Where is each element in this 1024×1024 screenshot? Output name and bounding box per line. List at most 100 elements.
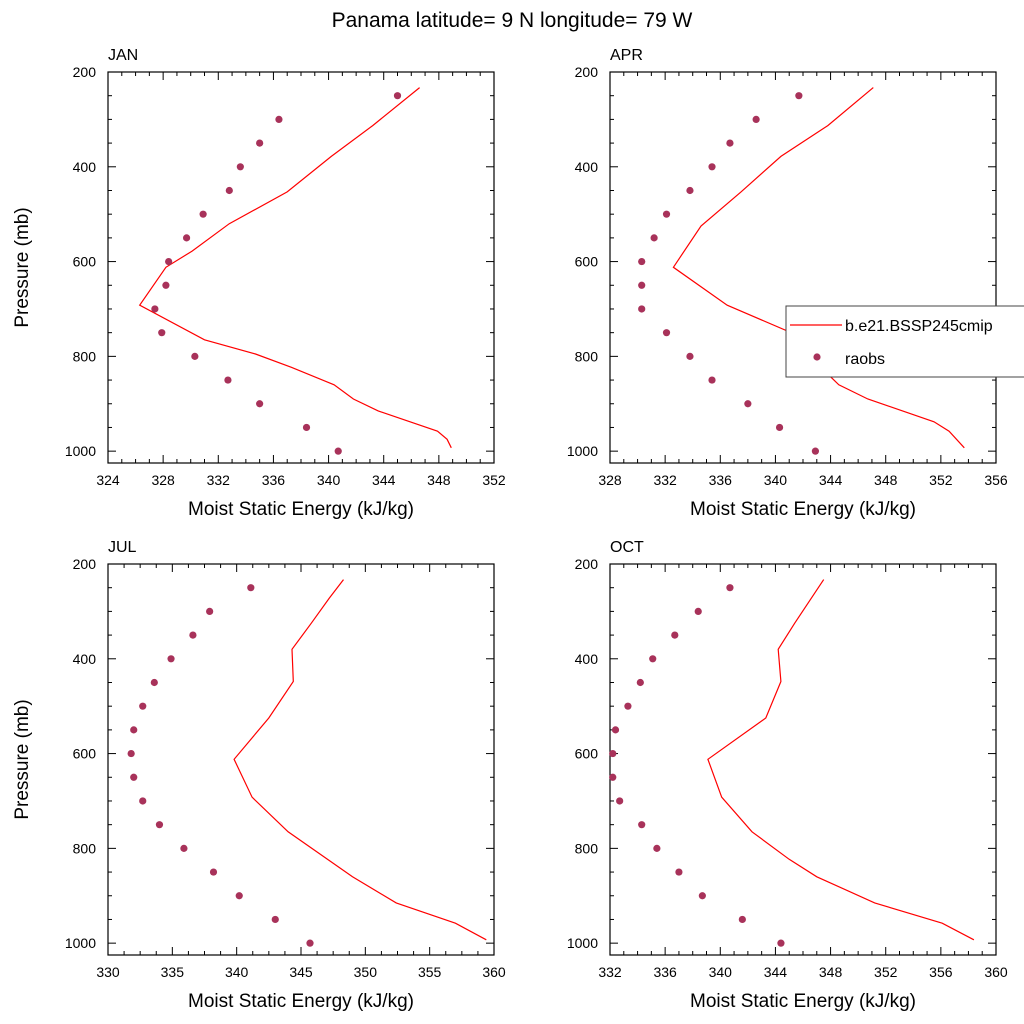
raobs-point [811,447,820,455]
x-tick-label: 348 [427,472,451,488]
panels-container: JAN 324 328 332 336 340 344 348 352 200 400 600 800 1… [12,47,1024,1012]
model-series-line [233,579,487,941]
y-tick-label: 600 [73,254,97,270]
x-tick-label: 345 [289,964,313,980]
panel-jan: JAN 324 328 332 336 340 344 348 352 200 400 600 800 1… [12,47,506,520]
raobs-point [306,939,314,947]
x-tick-label: 348 [819,964,843,980]
x-tick-label: 344 [764,964,788,980]
raobs-point [726,584,734,592]
y-tick-label: 800 [73,840,97,856]
y-tick-label: 400 [73,651,97,667]
x-tick-label: 348 [874,472,898,488]
raobs-point [393,92,402,100]
raobs-point [624,702,632,710]
panel-apr: APR 328 332 336 340 344 348 352 356 200 400 600 800 1… [567,47,1008,520]
x-tick-label: 332 [653,472,677,488]
y-tick-label: 200 [73,64,97,80]
raobs-point [127,749,135,758]
raobs-point [675,868,683,876]
raobs-point [155,821,164,829]
y-tick-label: 800 [575,840,599,856]
x-tick-label: 352 [874,964,898,980]
raobs-point [130,773,138,781]
x-tick-label: 350 [354,964,378,980]
x-tick-label: 356 [929,964,953,980]
raobs-point [738,915,746,924]
y-tick-label: 1000 [65,935,96,951]
raobs-point [302,423,311,432]
y-tick-label: 600 [575,746,599,762]
x-tick-label: 360 [482,964,506,980]
raobs-point [686,352,694,360]
x-tick-label: 360 [984,964,1008,980]
panel-label: APR [610,47,643,64]
raobs-point [139,702,147,710]
y-tick-label: 800 [73,348,97,364]
raobs-point [638,257,646,266]
x-tick-label: 344 [819,472,843,488]
x-tick-label: 340 [317,472,341,488]
raobs-point [209,868,218,876]
raobs-point [686,186,694,195]
raobs-point [199,210,207,218]
raobs-point [158,329,166,337]
x-tick-label: 330 [96,964,120,980]
legend: b.e21.BSSP245cmip raobs [785,305,1024,378]
raobs-point [636,678,644,687]
raobs-point [182,234,191,242]
figure-title: Panama latitude= 9 N longitude= 79 W [332,9,693,32]
panel-label: OCT [610,539,644,556]
raobs-point [775,423,784,432]
y-tick-label: 800 [575,348,599,364]
y-tick-label: 1000 [567,443,598,459]
x-tick-label: 328 [598,472,622,488]
raobs-point [650,234,658,242]
raobs-point [206,607,214,615]
plot-frame [609,563,997,956]
raobs-point [334,447,342,455]
raobs-point [708,163,716,171]
legend-box [785,305,1024,378]
raobs-point [752,115,760,123]
x-tick-label: 352 [929,472,953,488]
x-axis-label: Moist Static Energy (kJ/kg) [188,991,414,1012]
raobs-point [139,797,147,805]
x-tick-label: 332 [598,964,622,980]
x-tick-label: 344 [372,472,396,488]
raobs-point [708,376,716,384]
x-tick-label: 332 [207,472,231,488]
raobs-point [638,305,646,313]
y-tick-label: 600 [575,254,599,270]
raobs-point [151,305,159,313]
plot-frame [609,71,997,464]
raobs-point [247,584,255,592]
x-axis-label: Moist Static Energy (kJ/kg) [690,499,916,520]
x-tick-label: 352 [482,472,506,488]
raobs-point [256,139,264,147]
panel-label: JUL [108,539,137,556]
y-tick-label: 200 [73,556,97,572]
raobs-point [777,939,785,947]
raobs-point [611,726,620,734]
legend-label-model: b.e21.BSSP245cmip [845,318,993,335]
x-axis-label: Moist Static Energy (kJ/kg) [690,991,916,1012]
raobs-point [662,329,671,337]
raobs-point [180,844,188,852]
raobs-point [662,210,671,218]
y-tick-label: 400 [575,651,599,667]
y-tick-label: 400 [575,159,599,175]
legend-label-obs: raobs [845,351,885,368]
raobs-point [638,821,646,829]
raobs-point [698,892,706,900]
x-axis-label: Moist Static Energy (kJ/kg) [188,499,414,520]
x-tick-label: 328 [151,472,175,488]
raobs-point [224,376,232,384]
raobs-point [191,352,199,360]
raobs-point [795,92,803,100]
raobs-point [653,844,661,852]
x-tick-label: 356 [984,472,1008,488]
raobs-point [235,892,243,900]
raobs-point [649,655,657,663]
